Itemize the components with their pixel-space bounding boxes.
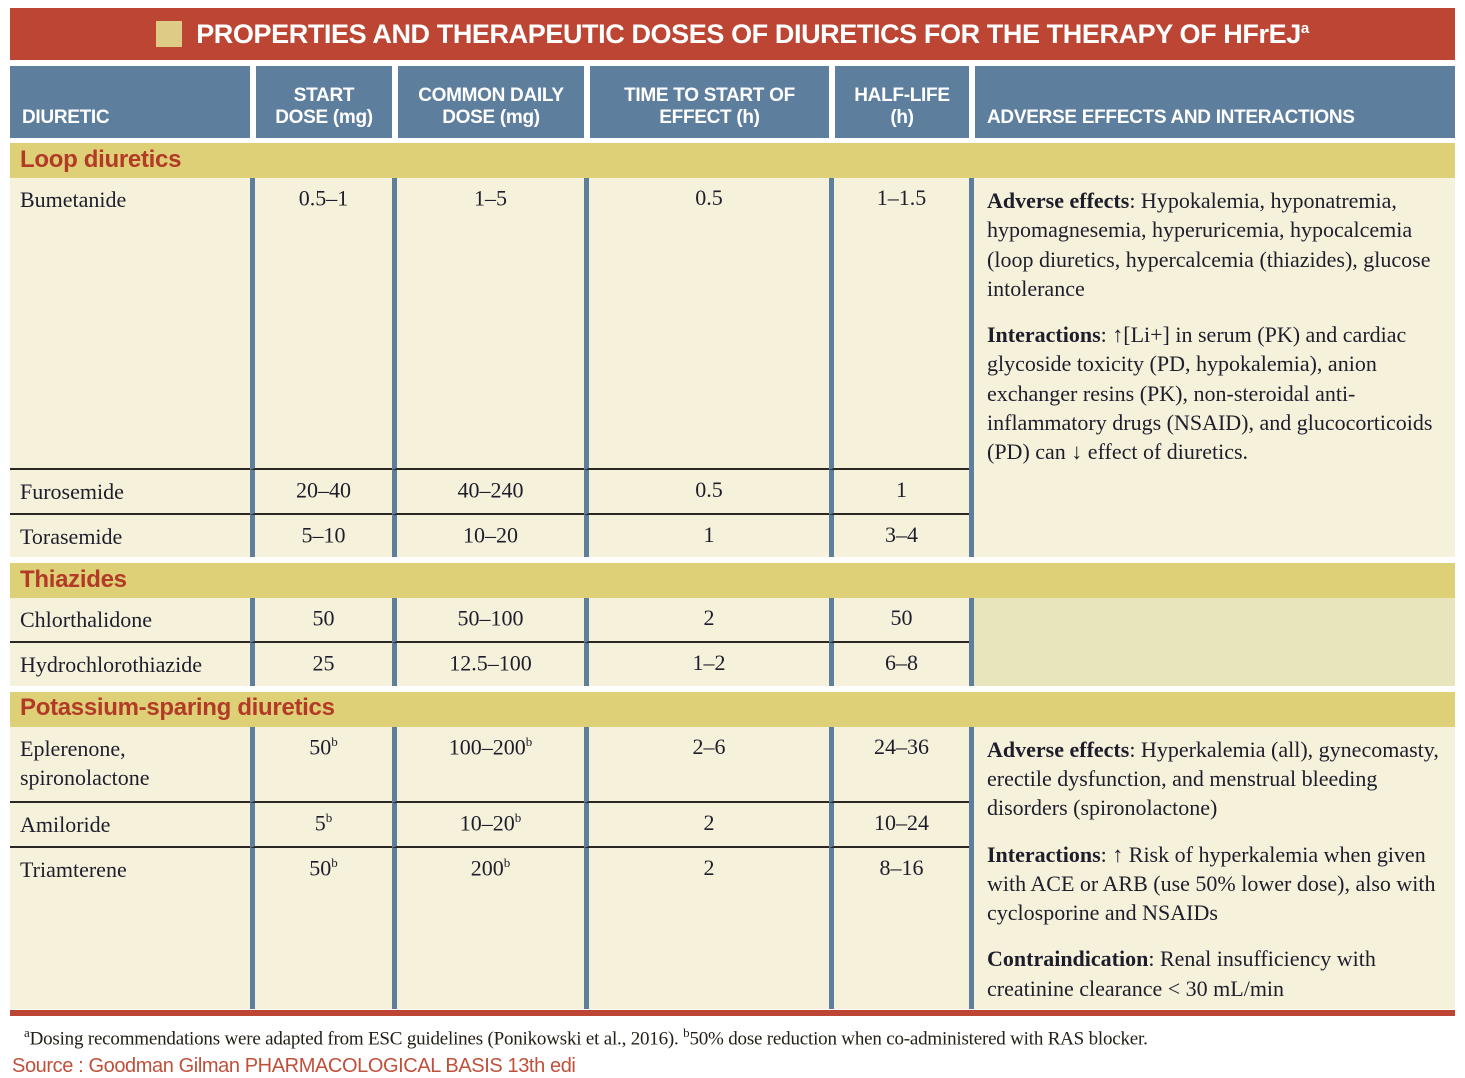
column-header-common-daily-dose: COMMON DAILY DOSE (mg) [392, 66, 584, 138]
daily-dose-value: 100–200b [392, 726, 584, 803]
adverse-effects-paragraph: Adverse effects: Hyperkalemia (all), gyn… [987, 736, 1439, 821]
start-dose-value: 50b [250, 726, 392, 803]
table-row: Triamterene 50b 200b 2 8–16 [10, 848, 1455, 1009]
footnote: aDosing recommendations were adapted fro… [10, 1025, 1455, 1050]
onset-value: 1–2 [584, 643, 829, 686]
drug-name: Hydrochlorothiazide [10, 643, 250, 686]
daily-dose-value: 50–100 [392, 598, 584, 644]
interactions-paragraph: Interactions: ↑ Risk of hyperkalemia whe… [987, 841, 1436, 926]
half-life-value: 50 [829, 598, 969, 644]
table-row: Hydrochlorothiazide 25 12.5–100 1–2 6–8 [10, 643, 1455, 686]
footnote-superscript-b: b [683, 1024, 690, 1040]
column-header-adverse-effects: ADVERSE EFFECTS AND INTERACTIONS [969, 66, 1455, 138]
adverse-effects-cell-thiazides [969, 598, 1455, 686]
table-row: Bumetanide 0.5–1 1–5 0.5 1–1.5 Adverse e… [10, 178, 1455, 558]
adverse-effects-paragraph: Adverse effects: Hypokalemia, hyponatrem… [987, 188, 1431, 301]
table-title-superscript: a [1300, 19, 1309, 37]
footnote-text-b: 50% dose reduction when co-administered … [689, 1028, 1148, 1050]
table-row: Torasemide 5–10 10–20 1 3–4 [10, 514, 1455, 558]
diuretics-table: DIURETIC START DOSE (mg) COMMON DAILY DOSE… [10, 66, 1455, 1009]
table-row: Chlorthalidone 50 50–100 2 50 [10, 598, 1455, 686]
onset-value: 2–6 [584, 726, 829, 803]
table-title-bar: PROPERTIES AND THERAPEUTIC DOSES OF DIUR… [10, 8, 1455, 60]
start-dose-value: 20–40 [250, 470, 392, 515]
section-header-potassium-sparing: Potassium-sparing diuretics [10, 691, 1455, 727]
footnote-superscript-a: a [24, 1024, 30, 1040]
half-life-value: 6–8 [829, 643, 969, 686]
onset-value: 2 [584, 802, 829, 849]
column-header-time-to-effect: TIME TO START OF EFFECT (h) [584, 66, 829, 138]
onset-value: 2 [584, 848, 829, 1009]
daily-dose-value: 40–240 [392, 470, 584, 515]
half-life-value: 10–24 [829, 802, 969, 849]
column-header-diuretic: DIURETIC [10, 66, 250, 138]
start-dose-value: 5–10 [250, 514, 392, 558]
section-gap [10, 138, 1455, 143]
half-life-value: 1–1.5 [829, 178, 969, 470]
interactions-paragraph: Interactions: ↑[Li+] in serum (PK) and c… [987, 322, 1433, 464]
start-dose-value: 25 [250, 643, 392, 686]
daily-dose-value: 200b [392, 848, 584, 1009]
footnote-text-a: Dosing recommendations were adapted from… [29, 1028, 684, 1050]
drug-name: Furosemide [10, 470, 250, 515]
half-life-value: 1 [829, 470, 969, 515]
onset-value: 2 [584, 598, 829, 644]
onset-value: 0.5 [584, 178, 829, 470]
drug-name: Torasemide [10, 514, 250, 558]
adverse-effects-cell-potassium: Adverse effects: Hyperkalemia (all), gyn… [969, 726, 1455, 1009]
half-life-value: 8–16 [829, 848, 969, 1009]
daily-dose-value: 10–20b [392, 802, 584, 849]
daily-dose-value: 1–5 [392, 178, 584, 470]
contraindication-paragraph: Contraindication: Renal insufficiency wi… [987, 946, 1376, 1001]
onset-value: 1 [584, 514, 829, 558]
table-title-text: PROPERTIES AND THERAPEUTIC DOSES OF DIUR… [196, 18, 1301, 49]
start-dose-value: 0.5–1 [250, 178, 392, 470]
drug-name: Triamterene [10, 848, 250, 1009]
start-dose-value: 50 [250, 598, 392, 644]
column-header-start-dose: START DOSE (mg) [250, 66, 392, 138]
daily-dose-value: 10–20 [392, 514, 584, 558]
drug-name: Eplerenone, spironolactone [10, 726, 250, 803]
title-bullet-icon [156, 21, 183, 47]
column-header-half-life: HALF-LIFE (h) [829, 66, 969, 138]
table-title: PROPERTIES AND THERAPEUTIC DOSES OF DIUR… [196, 19, 1309, 50]
source-citation: Source : Goodman Gilman PHARMACOLOGICAL … [12, 1055, 576, 1078]
section-gap [10, 557, 1455, 564]
section-gap [10, 685, 1455, 692]
section-header-loop-diuretics: Loop diuretics [10, 143, 1455, 178]
table-header-row: DIURETIC START DOSE (mg) COMMON DAILY DOSE… [10, 66, 1455, 138]
drug-name: Bumetanide [10, 178, 250, 470]
table-row: Amiloride 5b 10–20b 2 10–24 [10, 802, 1455, 849]
onset-value: 0.5 [584, 470, 829, 515]
adverse-effects-cell-loop: Adverse effects: Hypokalemia, hyponatrem… [969, 178, 1455, 558]
start-dose-value: 50b [250, 848, 392, 1009]
drug-name: Amiloride [10, 802, 250, 849]
drug-name: Chlorthalidone [10, 598, 250, 644]
half-life-value: 24–36 [829, 726, 969, 803]
daily-dose-value: 12.5–100 [392, 643, 584, 686]
table-row: Eplerenone, spironolactone 50b 100–200b … [10, 726, 1455, 1009]
start-dose-value: 5b [250, 802, 392, 849]
table-bottom-rule [10, 1009, 1455, 1016]
half-life-value: 3–4 [829, 514, 969, 558]
table-row: Furosemide 20–40 40–240 0.5 1 [10, 470, 1455, 515]
section-header-thiazides: Thiazides [10, 563, 1455, 599]
